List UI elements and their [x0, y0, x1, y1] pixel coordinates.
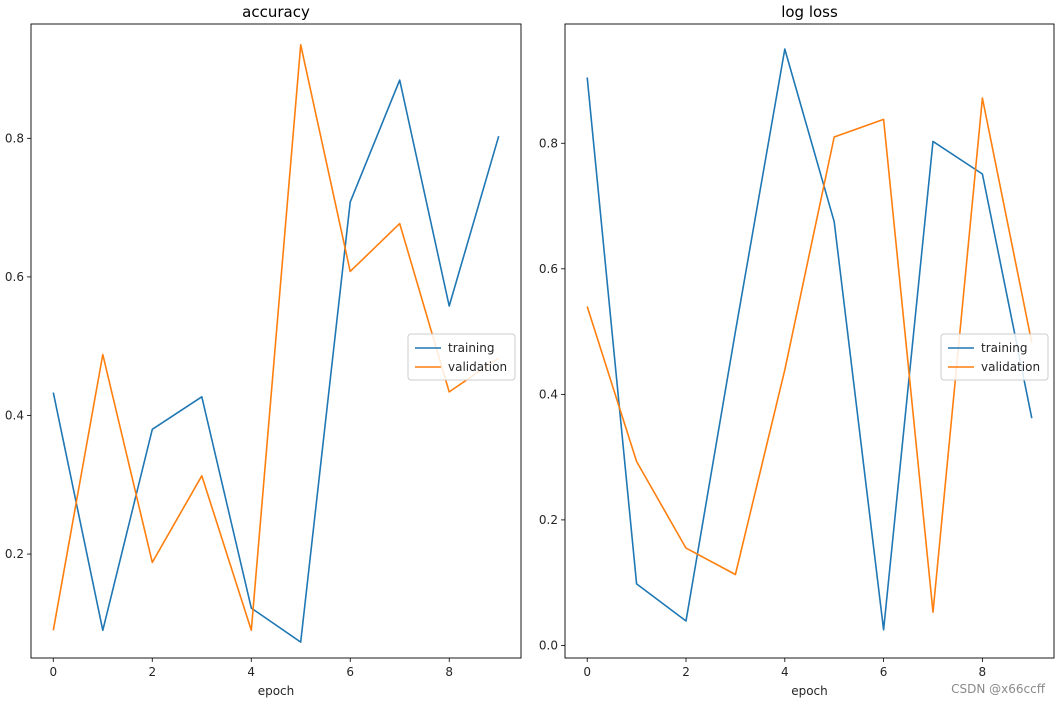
log-loss-chart: log loss 0 2 4 6 8 0.0 0.2 0.4 0.6 0.8 epoch trainin… — [539, 3, 1055, 698]
legend-box — [940, 333, 1049, 381]
series-line-training — [586, 48, 1033, 631]
chart-title: accuracy — [242, 3, 310, 21]
plot-frame — [30, 23, 522, 659]
x-tick-label: 2 — [148, 665, 156, 679]
legend-label-validation: validation — [448, 360, 507, 374]
x-tick-label: 4 — [247, 665, 255, 679]
y-tick-label: 0.2 — [5, 547, 24, 561]
legend-label-training: training — [448, 341, 495, 355]
legend-box — [407, 333, 516, 381]
chart-title: log loss — [781, 3, 838, 21]
y-tick-label: 0.2 — [539, 513, 558, 527]
watermark: CSDN @x66ccff — [951, 682, 1045, 696]
x-tick-label: 6 — [346, 665, 354, 679]
x-axis-label: epoch — [791, 684, 828, 698]
legend: training validation — [407, 333, 516, 381]
legend-label-training: training — [981, 341, 1028, 355]
series-line-validation — [52, 43, 500, 632]
legend: training validation — [940, 333, 1049, 381]
y-tick-label: 0.8 — [5, 131, 24, 145]
legend-label-validation: validation — [981, 360, 1040, 374]
y-tick-label: 0.6 — [5, 270, 24, 284]
y-tick-label: 0.4 — [5, 408, 24, 422]
x-tick-label: 2 — [682, 665, 690, 679]
y-tick-label: 0.8 — [539, 136, 558, 150]
x-tick-label: 6 — [880, 665, 888, 679]
x-tick-label: 4 — [781, 665, 789, 679]
x-tick-label: 8 — [979, 665, 987, 679]
x-axis-label: epoch — [258, 684, 295, 698]
x-tick-label: 0 — [583, 665, 591, 679]
plot-frame — [564, 23, 1055, 659]
y-tick-label: 0.6 — [539, 262, 558, 276]
y-tick-label: 0.0 — [539, 638, 558, 652]
x-tick-label: 8 — [445, 665, 453, 679]
series-line-training — [52, 79, 500, 643]
y-tick-label: 0.4 — [539, 387, 558, 401]
x-tick-label: 0 — [49, 665, 57, 679]
accuracy-chart: accuracy 0 2 4 6 8 0.2 0.4 0.6 0.8 epoch training va… — [5, 3, 522, 698]
